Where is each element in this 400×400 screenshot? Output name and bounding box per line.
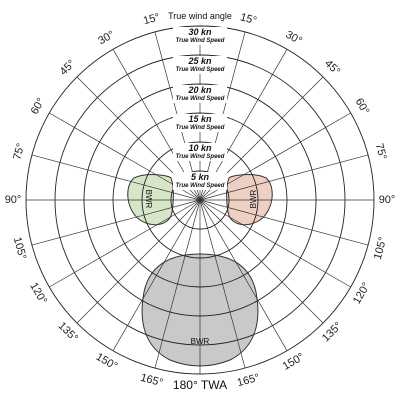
spoke-150 xyxy=(199,199,288,351)
speed-label-20: 20 kn xyxy=(187,85,212,95)
angle-label-port-135: 135° xyxy=(56,320,81,345)
speed-label-5: 5 kn xyxy=(191,172,210,182)
spoke-75 xyxy=(199,154,369,201)
angle-label-stbd-30: 30° xyxy=(283,29,303,48)
chart-title: True wind angle xyxy=(168,11,232,21)
speed-sublabel-5: True Wind Speed xyxy=(176,183,225,189)
speed-label-bg-15 xyxy=(173,114,227,132)
angle-label-port-150: 150° xyxy=(94,351,120,373)
speed-sublabel-30: True Wind Speed xyxy=(176,38,225,44)
spoke-225 xyxy=(76,199,201,324)
speed-label-10: 10 kn xyxy=(188,143,212,153)
angle-label-port-15: 15° xyxy=(142,11,161,27)
spoke-255 xyxy=(31,199,201,246)
spoke-135 xyxy=(199,199,324,324)
angle-label-stbd-105: 105° xyxy=(372,236,389,261)
spoke-195 xyxy=(154,199,201,369)
speed-label-bg-30 xyxy=(173,27,227,45)
angle-label-stbd-15: 15° xyxy=(239,11,258,27)
angle-label-stbd-165: 165° xyxy=(236,372,261,389)
spoke-105 xyxy=(199,199,369,246)
speed-sublabel-15: True Wind Speed xyxy=(176,125,225,131)
spoke-165 xyxy=(199,199,246,369)
angle-label-stbd-90: 90° xyxy=(379,194,396,206)
angle-label-port-90: 90° xyxy=(5,194,22,206)
spoke-210 xyxy=(112,199,201,351)
bwr-region-right xyxy=(226,174,273,226)
speed-label-bg-10 xyxy=(173,143,227,161)
angle-label-stbd-120: 120° xyxy=(351,281,373,307)
angle-label-stbd-45: 45° xyxy=(322,58,342,78)
angle-label-stbd-75: 75° xyxy=(373,142,389,161)
angle-label-port-105: 105° xyxy=(11,236,28,261)
region-labels: BWR BWR BWR xyxy=(144,189,258,346)
angle-label-port-165: 165° xyxy=(139,372,164,389)
speed-label-30: 30 kn xyxy=(188,27,212,37)
spoke-240 xyxy=(49,199,201,288)
angle-label-stbd-135: 135° xyxy=(320,320,345,345)
bwr-label-bottom: BWR xyxy=(191,337,210,346)
angle-label-stbd-150: 150° xyxy=(281,351,307,373)
angle-label-port-45: 45° xyxy=(58,58,78,78)
angle-label-port-60: 60° xyxy=(29,96,48,116)
speed-sublabel-20: True Wind Speed xyxy=(176,96,225,102)
bwr-label-right: BWR xyxy=(249,189,258,208)
twa-bottom-label: 180° TWA xyxy=(173,378,227,392)
speed-label-bg-25 xyxy=(173,56,227,74)
speed-sublabel-10: True Wind Speed xyxy=(176,154,225,160)
speed-sublabel-25: True Wind Speed xyxy=(176,67,225,73)
speed-label-bg-5 xyxy=(173,172,227,190)
spoke-285 xyxy=(31,154,201,201)
bwr-region-left xyxy=(127,174,174,226)
speed-label-bg-20 xyxy=(173,85,227,103)
angle-label-port-30: 30° xyxy=(96,29,116,48)
spoke-120 xyxy=(199,199,351,288)
polar-grid xyxy=(25,25,375,375)
angle-label-port-75: 75° xyxy=(11,142,27,161)
angle-label-stbd-60: 60° xyxy=(353,96,372,116)
angle-label-port-120: 120° xyxy=(27,281,49,307)
bwr-label-left: BWR xyxy=(144,190,153,209)
speed-label-25: 25 kn xyxy=(187,56,212,66)
speed-label-15: 15 kn xyxy=(188,114,212,124)
